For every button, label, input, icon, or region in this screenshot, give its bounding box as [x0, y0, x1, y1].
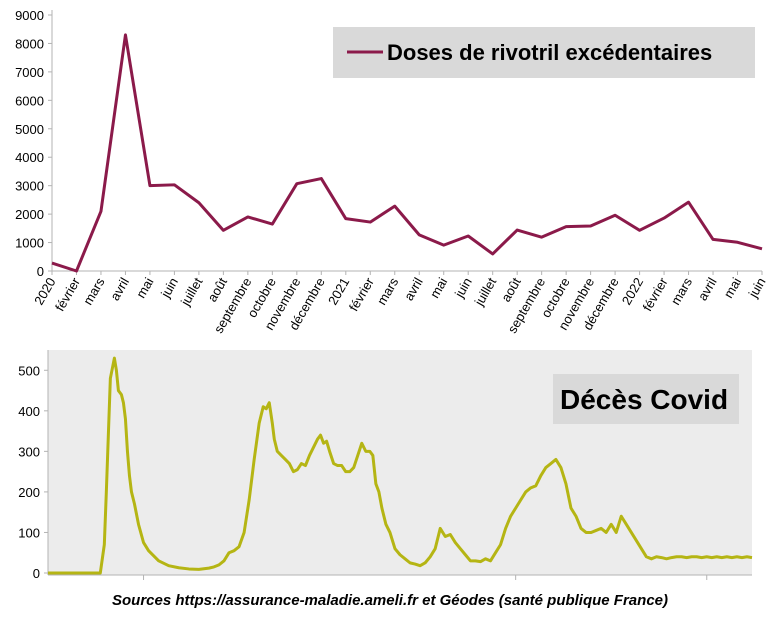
- rivotril-y-tick-label: 0: [37, 264, 44, 279]
- rivotril-x-tick-label: février: [640, 274, 671, 313]
- rivotril-y-tick-label: 9000: [15, 8, 44, 23]
- rivotril-x-tick-label: mai: [721, 275, 745, 301]
- covid-legend-box: [553, 374, 739, 424]
- rivotril-x-tick-label: avril: [107, 275, 132, 303]
- rivotril-x-tick-label: mai: [133, 275, 157, 301]
- rivotril-x-tick-label: février: [346, 274, 377, 313]
- rivotril-x-tick-label: juin: [157, 275, 181, 301]
- rivotril-y-tick-label: 1000: [15, 236, 44, 251]
- covid-y-tick-label: 0: [33, 566, 40, 581]
- source-note: Sources https://assurance-maladie.ameli.…: [112, 592, 668, 609]
- rivotril-x-tick-label: mars: [668, 275, 696, 308]
- covid-legend: Décès Covid: [553, 374, 739, 424]
- covid-deaths-chart: 0 100 200 300 400 500 Décès Covid: [18, 350, 753, 581]
- rivotril-x-tick-label: avril: [695, 275, 720, 303]
- rivotril-y-tick-label: 3000: [15, 179, 44, 194]
- covid-series-line: [48, 356, 753, 575]
- rivotril-series-line: [51, 33, 763, 273]
- rivotril-x-tick-label: juin: [451, 275, 475, 301]
- covid-y-tick-label: 100: [18, 525, 40, 540]
- rivotril-x-tick-label: mars: [80, 275, 108, 308]
- rivotril-x-tick-label: juillet: [177, 275, 205, 309]
- covid-y-tick-label: 200: [18, 485, 40, 500]
- rivotril-y-tick-label: 5000: [15, 122, 44, 137]
- rivotril-x-tick-label: mai: [427, 275, 451, 301]
- covid-y-tick-label: 300: [18, 444, 40, 459]
- rivotril-x-tick-label: mars: [374, 275, 402, 308]
- rivotril-y-tick-label: 7000: [15, 65, 44, 80]
- rivotril-y-tick-label: 4000: [15, 150, 44, 165]
- covid-y-tick-label: 400: [18, 404, 40, 419]
- rivotril-x-tick-label: juin: [745, 275, 769, 301]
- rivotril-legend-box: [333, 27, 755, 78]
- rivotril-legend-label: Doses de rivotril excédentaires: [387, 40, 712, 65]
- covid-y-tick-label: 500: [18, 363, 40, 378]
- covid-legend-label: Décès Covid: [560, 384, 728, 415]
- rivotril-legend: Doses de rivotril excédentaires: [333, 27, 755, 78]
- rivotril-x-tick-label: février: [52, 274, 83, 313]
- rivotril-y-tick-label: 2000: [15, 207, 44, 222]
- rivotril-x-tick-label: juillet: [471, 275, 499, 309]
- rivotril-x-tick-label: avril: [401, 275, 426, 303]
- rivotril-y-tick-label: 8000: [15, 36, 44, 51]
- rivotril-y-tick-label: 6000: [15, 93, 44, 108]
